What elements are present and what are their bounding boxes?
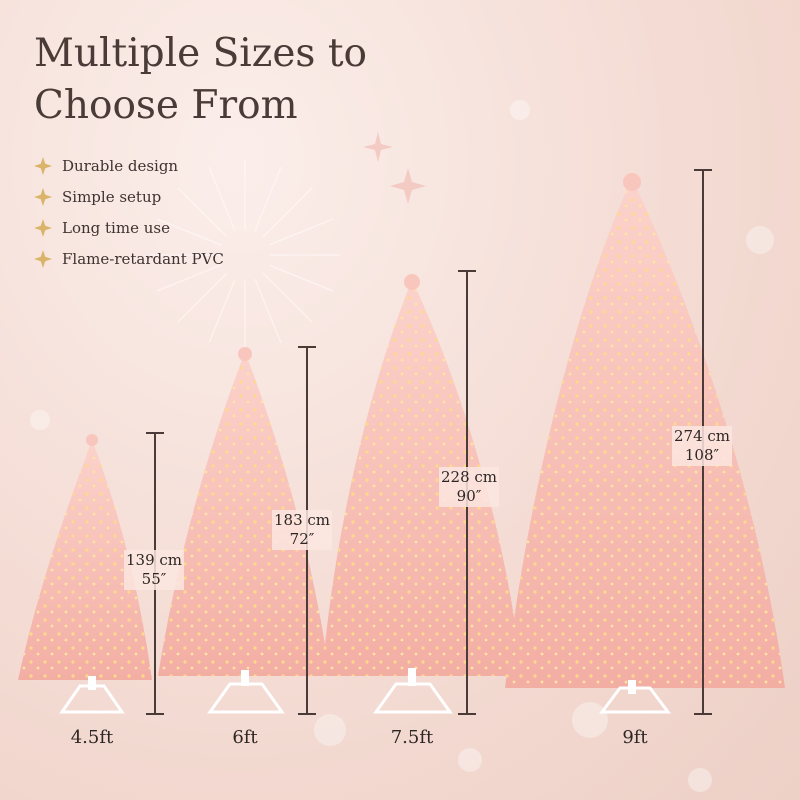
measure-label-9ft: 274 cm 108″: [672, 426, 733, 466]
title-line-2: Choose From: [34, 83, 298, 128]
measure-label-7-5ft: 228 cm 90″: [439, 467, 500, 507]
metric-height: 274 cm: [674, 427, 731, 445]
measure-label-4-5ft: 139 cm 55″: [124, 550, 185, 590]
imperial-height: 55″: [141, 570, 167, 588]
sparkle-icon: [34, 218, 52, 237]
feature-item: Long time use: [34, 212, 224, 243]
size-label-6ft: 6ft: [232, 727, 258, 748]
page-title: Multiple Sizes to Choose From: [34, 28, 454, 132]
imperial-height: 72″: [289, 530, 315, 548]
metric-height: 183 cm: [274, 511, 331, 529]
imperial-height: 90″: [456, 487, 482, 505]
feature-list: Durable design Simple setup Long time us…: [34, 150, 224, 274]
feature-label: Long time use: [62, 218, 170, 237]
feature-label: Simple setup: [62, 187, 162, 206]
feature-label: Durable design: [62, 156, 179, 175]
tree-6ft: [158, 347, 330, 714]
imperial-height: 108″: [684, 446, 720, 464]
size-label-9ft: 9ft: [622, 727, 648, 748]
tree-7-5ft: [322, 274, 522, 714]
size-label-7-5ft: 7.5ft: [390, 727, 434, 748]
sparkle-icon: [34, 187, 52, 206]
sparkle-icon: [34, 249, 52, 268]
feature-item: Durable design: [34, 150, 224, 181]
metric-height: 139 cm: [126, 551, 183, 569]
tree-4-5ft: [18, 434, 152, 714]
metric-height: 228 cm: [441, 468, 498, 486]
feature-item: Flame-retardant PVC: [34, 243, 224, 274]
feature-item: Simple setup: [34, 181, 224, 212]
title-line-1: Multiple Sizes to: [34, 31, 367, 76]
tree-9ft: [505, 173, 785, 714]
sparkle-icon: [34, 156, 52, 175]
size-label-4-5ft: 4.5ft: [70, 727, 114, 748]
measure-label-6ft: 183 cm 72″: [272, 510, 333, 550]
feature-label: Flame-retardant PVC: [62, 249, 224, 268]
